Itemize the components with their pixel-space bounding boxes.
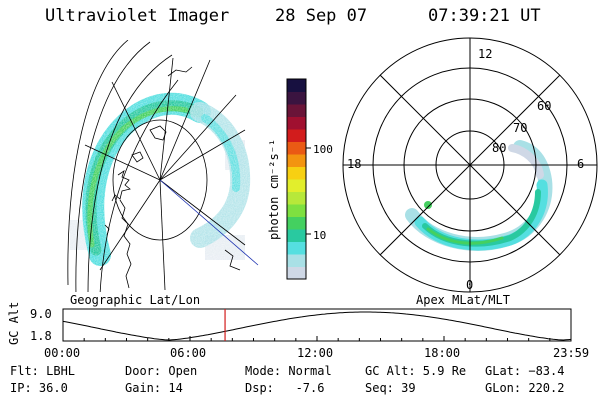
colorbar-cell xyxy=(287,216,306,230)
colorbar-cell xyxy=(287,166,306,180)
seq-status: Seq: 39 xyxy=(365,381,416,395)
geo-graticule xyxy=(67,40,259,292)
colorbar-cell xyxy=(287,179,306,192)
door-status: Door: Open xyxy=(125,364,198,378)
geographic-image xyxy=(60,40,260,292)
colorbar-cell xyxy=(287,254,306,267)
colorbar-cell xyxy=(287,204,306,217)
timeline-axis-label: GC Alt xyxy=(7,302,21,345)
colorbar-label-100: 100 xyxy=(313,143,333,156)
colorbar: 100 10 photon cm⁻²s⁻¹ xyxy=(267,78,333,280)
gc-alt-status: GC Alt: 5.9 Re xyxy=(365,364,467,378)
timeline-xtick-0600: 06:00 xyxy=(170,346,206,360)
date-label: 28 Sep 07 xyxy=(275,6,368,26)
mlt-label-top: 12 xyxy=(478,47,492,61)
colorbar-cell xyxy=(287,154,306,167)
lat-label-80: 80 xyxy=(492,141,506,155)
altitude-curve xyxy=(62,311,572,341)
colorbar-cell xyxy=(287,79,306,92)
mlt-label-right: 6 xyxy=(577,157,584,171)
mode-status: Mode: Normal xyxy=(245,364,332,378)
timeline-ytick-top: 9.0 xyxy=(30,307,52,321)
colorbar-frame xyxy=(286,78,307,280)
colorbar-cell xyxy=(287,191,306,205)
timeline-xtick-1800: 18:00 xyxy=(424,346,460,360)
colorbar-cell xyxy=(287,91,306,105)
glon-status: GLon: 220.2 xyxy=(485,381,565,395)
magnetic-polar-plot: 12 18 6 0 60 70 80 xyxy=(342,37,598,293)
timeline-ytick-bottom: 1.8 xyxy=(30,329,52,343)
dsp-status: Dsp: -7.6 xyxy=(245,381,325,395)
mlt-label-bottom: 0 xyxy=(466,278,473,292)
colorbar-cell xyxy=(287,141,306,155)
colorbar-cell xyxy=(287,266,306,280)
colorbar-cell xyxy=(287,116,306,130)
timeline-ticks xyxy=(62,336,572,341)
noise-overlay xyxy=(60,40,260,292)
geo-caption: Geographic Lat/Lon xyxy=(70,293,200,307)
lat-label-70: 70 xyxy=(513,121,527,135)
timeline-xtick-2359: 23:59 xyxy=(553,346,589,360)
timeline: GC Alt 9.0 1.8 00:00 06:00 12:00 18:00 2… xyxy=(7,302,589,360)
colorbar-cell xyxy=(287,241,306,255)
colorbar-cell xyxy=(287,129,306,142)
mag-caption: Apex MLat/MLT xyxy=(416,293,510,307)
instrument-title: Ultraviolet Imager xyxy=(45,6,230,26)
colorbar-label-10: 10 xyxy=(313,229,326,242)
time-label: 07:39:21 UT xyxy=(428,6,541,26)
colorbar-unit-label: photon cm⁻²s⁻¹ xyxy=(267,139,281,240)
coastlines xyxy=(104,66,241,289)
mlt-label-left: 18 xyxy=(347,157,361,171)
gain-status: Gain: 14 xyxy=(125,381,183,395)
glat-status: GLat: −83.4 xyxy=(485,364,565,378)
filter-status: Flt: LBHL xyxy=(10,364,76,378)
timeline-xtick-0000: 00:00 xyxy=(44,346,80,360)
polar-grid xyxy=(342,37,598,293)
colorbar-cell xyxy=(287,104,306,117)
polar-diagonal-2 xyxy=(379,74,561,256)
lat-label-60: 60 xyxy=(537,99,551,113)
timeline-xtick-1200: 12:00 xyxy=(297,346,333,360)
colorbar-cell xyxy=(287,229,306,242)
ip-status: IP: 36.0 xyxy=(10,381,68,395)
